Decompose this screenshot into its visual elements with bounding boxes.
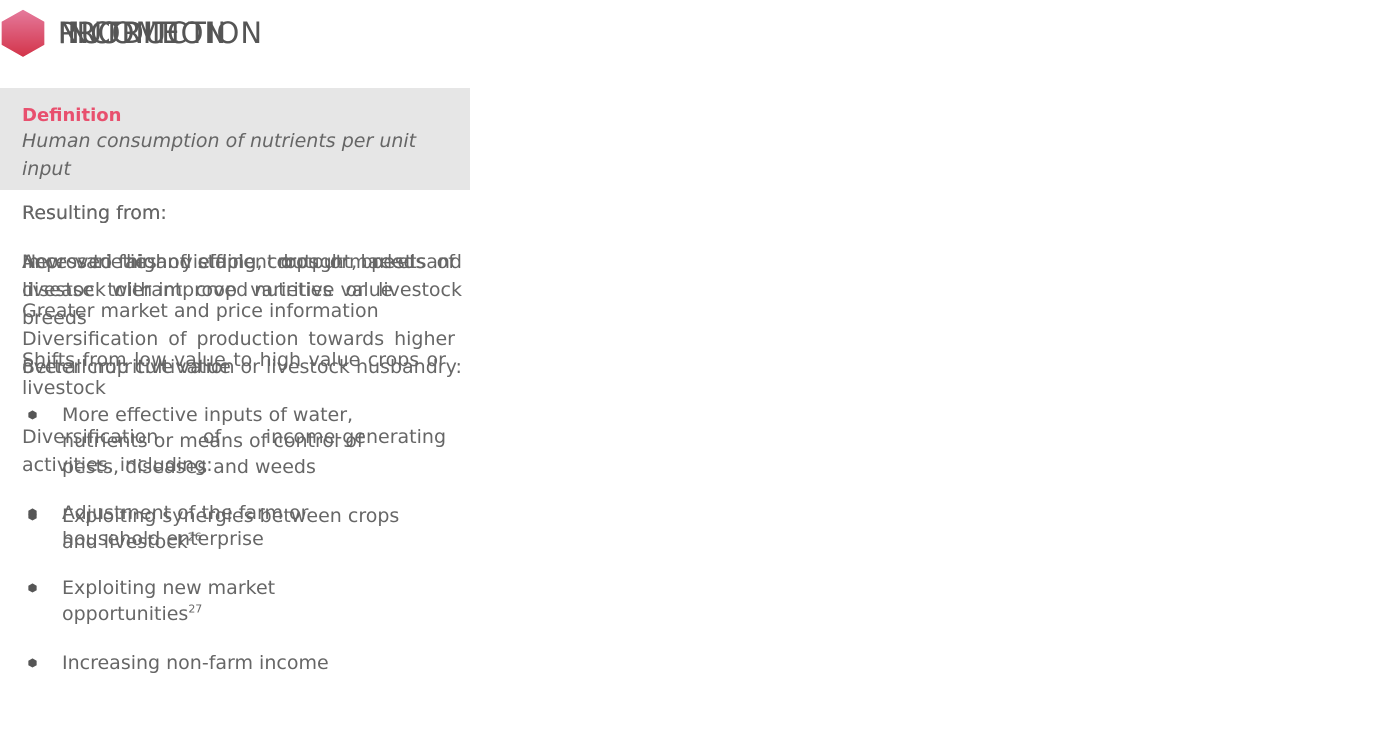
item: Access to fair and efficient output mark… xyxy=(22,251,427,273)
item: Diversification of income-generating act… xyxy=(22,426,446,476)
bullet-marker xyxy=(28,410,37,420)
definition-box: Definition Human consumption of nutrients… xyxy=(0,88,460,190)
bullet-text: Exploiting new market opportunities xyxy=(62,577,276,625)
intro: Resulting from: xyxy=(22,202,167,224)
bullet-text: More effective inputs of water, nutrient… xyxy=(62,404,364,478)
bullet: Adjustment of the farm or household ente… xyxy=(28,500,398,552)
bullet-marker xyxy=(28,658,37,668)
column-body: Resulting from: Access to fair and effici… xyxy=(22,199,446,699)
footnote-ref: 27 xyxy=(188,602,203,616)
column-title: NUTRITION xyxy=(58,16,228,50)
column-body: Resulting from: New varieties of staple c… xyxy=(22,199,455,402)
intro: Resulting from: xyxy=(22,202,167,224)
item: Shifts from low value to high value crop… xyxy=(22,349,446,399)
column-title: PRODUCTION xyxy=(58,16,264,50)
item: Improved high yielding, drought, pest an… xyxy=(22,251,462,329)
hexagon-icon xyxy=(1,9,45,57)
item: Greater market and price information xyxy=(22,300,379,322)
definition-text: Human consumption of nutrients per unit … xyxy=(22,130,417,180)
bullet: Increasing non-farm income xyxy=(28,650,398,676)
item: Diversification of production towards hi… xyxy=(22,328,455,378)
bullet: More effective inputs of water, nutrient… xyxy=(28,402,412,480)
footnote-ref: 26 xyxy=(187,530,202,544)
definition-label: Definition xyxy=(22,105,122,126)
bullet: Exploiting new market opportunities27 xyxy=(28,575,398,627)
bullet-text: Adjustment of the farm or household ente… xyxy=(62,502,309,550)
bullet-text: Increasing non-farm income xyxy=(62,652,329,674)
column-body: Resulting from: Improved high yielding, d… xyxy=(22,199,462,578)
bullet: Exploiting synergies between crops and l… xyxy=(28,503,412,555)
intro: Resulting from: xyxy=(22,202,167,224)
item: Better crop cultivation or livestock hus… xyxy=(22,356,462,378)
item: New varieties of staple crops or breeds … xyxy=(22,251,455,301)
bullet-marker xyxy=(28,508,37,518)
bullet-text: Exploiting synergies between crops and l… xyxy=(62,505,400,553)
bullet-marker xyxy=(28,583,37,593)
column-title: INCOME xyxy=(58,16,181,50)
